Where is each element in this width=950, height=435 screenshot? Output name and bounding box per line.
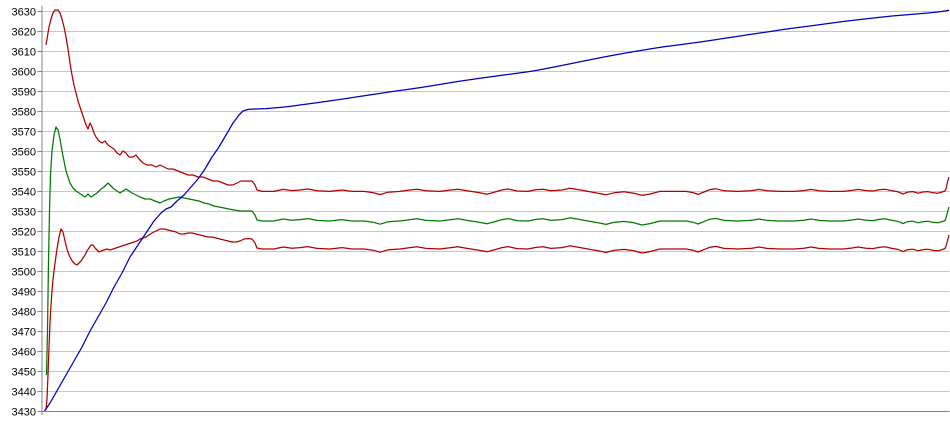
- y-axis-label: 3490: [12, 287, 36, 299]
- y-axis-label: 3530: [12, 207, 36, 219]
- y-axis-label: 3510: [12, 247, 36, 259]
- y-axis-label: 3570: [12, 127, 36, 139]
- y-axis-label: 3580: [12, 107, 36, 119]
- y-axis-label: 3550: [12, 167, 36, 179]
- y-axis-label: 3480: [12, 307, 36, 319]
- y-axis-label: 3610: [12, 47, 36, 59]
- y-axis-label: 3470: [12, 327, 36, 339]
- y-axis-label: 3500: [12, 267, 36, 279]
- y-axis-label: 3590: [12, 87, 36, 99]
- y-axis-label: 3630: [12, 7, 36, 19]
- y-axis-label: 3440: [12, 387, 36, 399]
- y-axis-label: 3600: [12, 67, 36, 79]
- y-axis-label: 3560: [12, 147, 36, 159]
- green-middle-line: [45, 126, 950, 376]
- upper-red-line: [45, 9, 950, 197]
- blue-line: [43, 9, 950, 412]
- lower-red-line: [45, 228, 950, 411]
- y-axis-label: 3450: [12, 367, 36, 379]
- y-axis-label: 3430: [12, 407, 36, 419]
- y-axis-label: 3620: [12, 27, 36, 39]
- y-axis-label: 3520: [12, 227, 36, 239]
- y-axis-label: 3540: [12, 187, 36, 199]
- y-axis-label: 3460: [12, 347, 36, 359]
